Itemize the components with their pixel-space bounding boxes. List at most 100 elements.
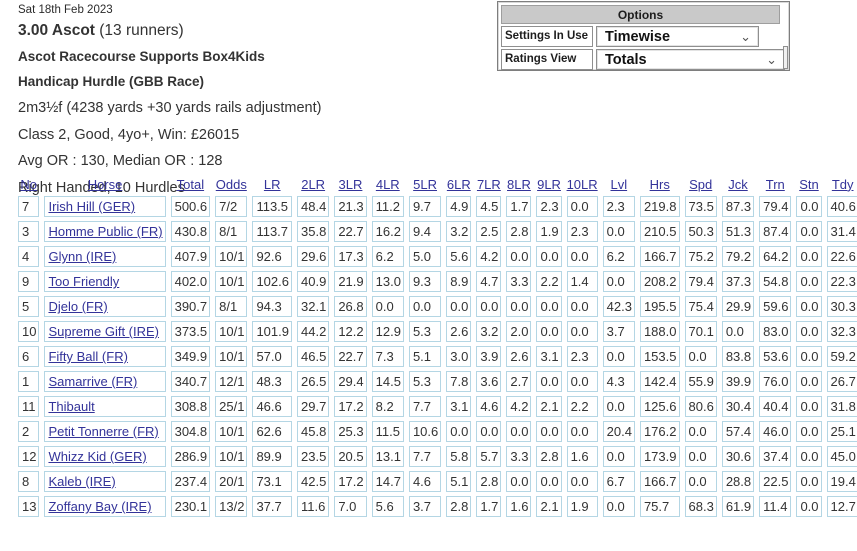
stat-cell-stn: 0.0 [796,296,822,317]
horse-link[interactable]: Zoffany Bay (IRE) [48,499,152,514]
column-sort-link[interactable]: Spd [689,176,713,192]
stat-cell-6lr: 2.8 [446,496,472,517]
stat-cell-5lr: 3.7 [408,496,442,517]
column-sort-link[interactable]: 8LR [507,176,531,192]
column-sort-link[interactable]: Tdy [831,176,854,192]
horse-cell: Kaleb (IRE) [44,471,166,492]
stat-cell-6lr: 5.1 [446,471,472,492]
stat-cell-8lr: 4.2 [506,396,532,417]
stat-cell-total: 390.7 [170,296,211,317]
column-sort-link[interactable]: Trn [765,176,785,192]
stat-cell-total: 308.8 [170,396,211,417]
stat-cell-7lr: 3.2 [476,321,502,342]
horse-link[interactable]: Thibault [48,399,95,414]
horse-link[interactable]: Samarrive (FR) [48,374,138,389]
stat-cell-3lr: 12.2 [334,321,367,342]
stat-cell-trn: 54.8 [759,271,792,292]
column-sort-link[interactable]: Jck [728,176,748,192]
stat-cell-7lr: 4.7 [476,271,502,292]
stat-cell-tdy: 26.7 [826,371,857,392]
stat-cell-jck: 39.9 [721,371,755,392]
stat-cell-9lr: 2.3 [536,196,562,217]
stat-cell-4lr: 16.2 [371,221,404,242]
column-sort-link[interactable]: 4LR [375,176,400,192]
column-sort-link[interactable]: 9LR [537,176,561,192]
column-sort-link[interactable]: No [20,176,38,192]
stat-cell-odds: 8/1 [215,221,248,242]
options-scrollbar[interactable] [783,46,788,69]
stat-cell-odds: 10/1 [215,446,248,467]
runner-number-cell: 3 [18,221,40,242]
stat-cell-3lr: 25.3 [334,421,367,442]
stat-cell-lvl: 4.3 [602,371,635,392]
column-sort-link[interactable]: Total [176,176,205,192]
stat-cell-hrs: 125.6 [639,396,680,417]
column-sort-link[interactable]: Hrs [649,176,670,192]
stat-cell-tdy: 22.3 [826,271,857,292]
stat-cell-9lr: 1.9 [536,221,562,242]
stat-cell-3lr: 22.7 [334,346,367,367]
stat-cell-4lr: 6.2 [371,246,404,267]
ratings-view-label: Ratings View [501,49,593,70]
column-sort-link[interactable]: Stn [799,176,819,192]
stat-cell-7lr: 2.8 [476,471,502,492]
stat-cell-tdy: 31.4 [826,221,857,242]
stat-cell-8lr: 3.3 [506,271,532,292]
ratings-view-select[interactable]: Totals ⌄ [596,49,785,70]
chevron-down-icon: ⌄ [766,51,777,67]
stat-cell-odds: 10/1 [215,321,248,342]
stat-cell-odds: 10/1 [215,346,248,367]
runner-number-cell: 2 [18,421,40,442]
table-header-row: No Horse Total Odds LR 2LR 3LR 4LR 5LR 6LR 7LR 8LR 9… [18,176,857,192]
column-sort-link[interactable]: 6LR [446,176,471,192]
stat-cell-2lr: 46.5 [297,346,330,367]
column-sort-link[interactable]: 10LR [566,176,598,192]
race-type: Handicap Hurdle (GBB Race) [18,74,205,89]
horse-link[interactable]: Djelo (FR) [48,299,108,314]
stat-cell-trn: 37.4 [759,446,792,467]
stat-cell-trn: 76.0 [759,371,792,392]
stat-cell-4lr: 7.3 [371,346,404,367]
stat-cell-lvl: 2.3 [602,196,635,217]
horse-link[interactable]: Petit Tonnerre (FR) [48,424,159,439]
options-panel-title: Options [501,5,780,24]
horse-link[interactable]: Whizz Kid (GER) [48,449,147,464]
stat-cell-hrs: 219.8 [639,196,680,217]
column-sort-link[interactable]: 3LR [338,176,363,192]
stat-cell-4lr: 5.6 [371,496,404,517]
table-row: 13 Zoffany Bay (IRE) 230.1 13/2 37.7 11.6 7.0 5… [18,496,857,517]
runner-number-cell: 10 [18,321,40,342]
horse-link[interactable]: Supreme Gift (IRE) [48,324,159,339]
stat-cell-lr: 113.5 [252,196,292,217]
horse-link[interactable]: Fifty Ball (FR) [48,349,128,364]
stat-cell-jck: 83.8 [721,346,755,367]
stat-cell-tdy: 12.7 [826,496,857,517]
table-row: 4 Glynn (IRE) 407.9 10/1 92.6 29.6 17.3 6.2 5.0 5… [18,246,857,267]
column-sort-link[interactable]: 7LR [476,176,501,192]
settings-in-use-select[interactable]: Timewise ⌄ [596,26,759,47]
column-sort-link[interactable]: Odds [215,176,247,192]
column-sort-link[interactable]: 2LR [301,176,326,192]
column-sort-link[interactable]: LR [263,176,281,192]
horse-link[interactable]: Kaleb (IRE) [48,474,116,489]
stat-cell-10lr: 0.0 [566,471,598,492]
column-sort-link[interactable]: Horse [87,176,123,192]
horse-link[interactable]: Too Friendly [48,274,120,289]
stat-cell-lvl: 6.2 [602,246,635,267]
stat-cell-lr: 101.9 [252,321,292,342]
stat-cell-tdy: 30.3 [826,296,857,317]
stat-cell-10lr: 0.0 [566,421,598,442]
column-header-4lr: 4LR [372,176,404,192]
stat-cell-8lr: 2.8 [506,221,532,242]
horse-link[interactable]: Homme Public (FR) [48,224,163,239]
stat-cell-hrs: 173.9 [639,446,680,467]
table-row: 8 Kaleb (IRE) 237.4 20/1 73.1 42.5 17.2 14.7 4.6… [18,471,857,492]
column-sort-link[interactable]: Lvl [610,176,628,192]
horse-link[interactable]: Irish Hill (GER) [48,199,136,214]
horse-link[interactable]: Glynn (IRE) [48,249,117,264]
race-header: Sat 18th Feb 2023 3.00 Ascot (13 runners… [18,2,321,205]
stat-cell-3lr: 17.2 [334,471,367,492]
stat-cell-2lr: 29.7 [297,396,330,417]
column-sort-link[interactable]: 5LR [413,176,438,192]
stat-cell-10lr: 0.0 [566,321,598,342]
